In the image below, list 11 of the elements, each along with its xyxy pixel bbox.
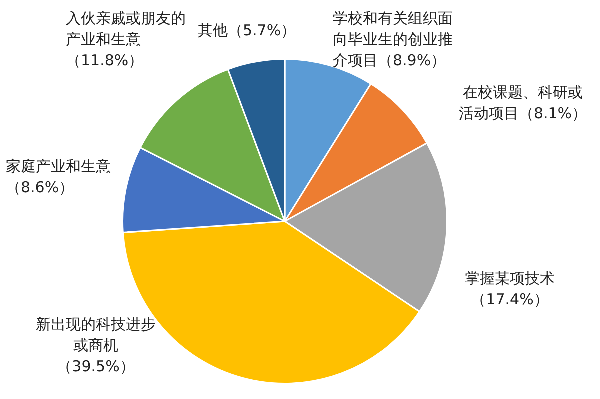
slice-label: 掌握某项技术 (465, 269, 555, 288)
data-label: （39.5%） (57, 357, 135, 376)
slice-label: 其他（5.7%） (198, 21, 296, 40)
slice-label: 新出现的科技进步或商机 (36, 315, 156, 354)
data-label: （8.6%） (6, 178, 74, 196)
slice-label: 入伙亲戚或朋友的产业和生意 (66, 9, 186, 48)
slice-label: 家庭产业和生意 (6, 157, 111, 176)
data-label: （11.8%） (66, 51, 144, 70)
slice-label: 学校和有关组织面向毕业生的创业推介项目（8.9%） (333, 9, 453, 70)
data-label: （17.4%） (471, 290, 549, 308)
slice-label: 在校课题、科研或活动项目（8.1%） (458, 83, 588, 122)
